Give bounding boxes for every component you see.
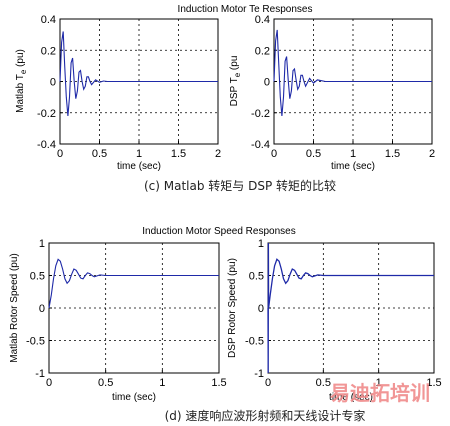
grid-lines — [268, 243, 434, 373]
x-tick-label: 1 — [350, 148, 356, 160]
tick-marks — [59, 18, 219, 145]
x-tick-label: 0.5 — [316, 377, 331, 389]
x-tick-label: 0 — [265, 377, 271, 389]
x-tick-label: 2 — [215, 148, 221, 160]
y-tick-label: 0 — [39, 303, 45, 315]
plot-area — [59, 18, 219, 145]
series-line-0 — [273, 29, 432, 116]
y-tick-label: 1 — [258, 238, 264, 250]
y-tick-label: 0 — [258, 303, 264, 315]
y-tick-label: 0 — [50, 77, 56, 89]
y-tick-labels: -1 -0.5 0 0.5 1 — [26, 238, 45, 380]
series-lines — [48, 258, 219, 309]
y-tick-label: 1 — [39, 238, 45, 250]
x-axis-label: time (sec) — [112, 392, 156, 403]
x-axis-label: time (sec) — [329, 392, 373, 403]
x-tick-labels: 0 0.5 1 1.5 2 — [57, 148, 221, 160]
x-axis-label: time (sec) — [117, 161, 161, 172]
x-tick-label: 1 — [136, 148, 142, 160]
x-tick-label: 1.5 — [385, 148, 400, 160]
plot-area — [273, 18, 433, 145]
chart-dsp-te: 0 0.5 1 1.5 2 -0.4 -0.2 0 0.2 0.4 time (sec) DSP… — [229, 14, 435, 172]
x-tick-label: 1.5 — [426, 377, 441, 389]
y-tick-label: 0.5 — [30, 271, 45, 283]
x-tick-labels: 0 0.5 1 1.5 — [46, 377, 227, 389]
y-tick-label: 0.2 — [255, 45, 270, 57]
grid-lines — [49, 243, 219, 373]
x-tick-label: 0.5 — [92, 148, 107, 160]
caption-c: (c) Matlab 转矩与 DSP 转矩的比较 — [144, 178, 336, 193]
y-axis-label: DSP Rotor Speed (pu) — [227, 258, 238, 358]
chart-matlab-te: Induction Motor Te Responses 0 0.5 1 1.5 2 -… — [15, 4, 312, 172]
series-line-0 — [48, 258, 219, 309]
y-tick-label: -0.5 — [26, 336, 45, 348]
y-tick-label: 0.2 — [41, 45, 56, 57]
x-tick-label: 1 — [159, 377, 165, 389]
y-tick-label: -0.4 — [37, 139, 56, 151]
series-lines — [273, 29, 432, 116]
x-tick-label: 0 — [46, 377, 52, 389]
y-tick-label: 0.4 — [255, 14, 270, 26]
series-lines — [59, 31, 218, 116]
plot-area — [267, 242, 435, 374]
x-tick-label: 0 — [57, 148, 63, 160]
x-tick-label: 2 — [429, 148, 435, 160]
y-axis-label: DSP Te (pu — [229, 56, 242, 107]
y-tick-labels: -0.4 -0.2 0 0.2 0.4 — [251, 14, 270, 151]
x-tick-label: 1 — [376, 377, 382, 389]
x-tick-labels: 0 0.5 1 1.5 2 — [271, 148, 435, 160]
x-tick-label: 1.5 — [211, 377, 226, 389]
chart-dsp-speed: 0 0.5 1 1.5 -1 -0.5 0 0.5 1 time (sec) DSP Roto… — [227, 238, 442, 403]
series-line-0 — [267, 242, 434, 374]
x-tick-label: 0 — [271, 148, 277, 160]
y-tick-label: -0.2 — [37, 108, 56, 120]
plot-area — [48, 242, 220, 374]
x-axis-label: time (sec) — [331, 161, 375, 172]
y-tick-label: -0.2 — [251, 108, 270, 120]
y-tick-labels: -1 -0.5 0 0.5 1 — [245, 238, 264, 380]
series-lines — [267, 242, 434, 374]
x-tick-label: 0.5 — [306, 148, 321, 160]
chart-matlab-speed: Induction Motor Speed Responses 0 0.5 1 1.5… — [9, 226, 296, 403]
x-tick-label: 1.5 — [171, 148, 186, 160]
y-tick-label: -0.5 — [245, 336, 264, 348]
watermark-brand: 易迪拓培训 — [330, 381, 430, 405]
y-tick-label: -1 — [35, 368, 45, 380]
y-tick-labels: -0.4 -0.2 0 0.2 0.4 — [37, 14, 56, 151]
caption-d: (d) 速度响应波形射频和天线设计专家 — [165, 408, 366, 423]
chart-title: Induction Motor Te Responses — [178, 4, 313, 15]
x-tick-labels: 0 0.5 1 1.5 — [265, 377, 442, 389]
y-tick-label: 0 — [264, 77, 270, 89]
y-tick-label: -1 — [254, 368, 264, 380]
series-line-0 — [59, 31, 218, 116]
y-tick-label: 0.4 — [41, 14, 56, 26]
chart-title: Induction Motor Speed Responses — [142, 226, 295, 237]
y-tick-label: -0.4 — [251, 139, 270, 151]
y-tick-label: 0.5 — [249, 271, 264, 283]
y-axis-label: Matlab Rotor Speed (pu) — [9, 253, 20, 363]
x-tick-label: 0.5 — [98, 377, 113, 389]
y-axis-label: Matlab Te (pu) — [15, 49, 28, 113]
